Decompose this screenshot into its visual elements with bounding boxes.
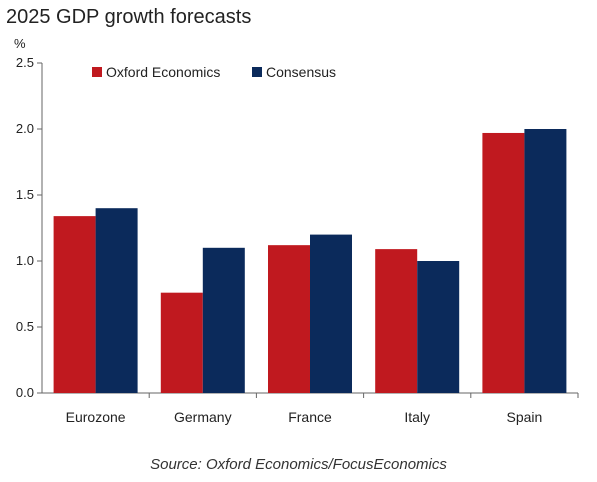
bar-consensus	[417, 261, 460, 393]
chart-title: 2025 GDP growth forecasts	[6, 6, 252, 28]
bar-oxford-economics	[53, 216, 96, 393]
bar-consensus	[524, 129, 567, 393]
bar-oxford-economics	[375, 249, 418, 393]
y-tick-label: 1.5	[16, 187, 34, 202]
x-category-label: Italy	[404, 409, 430, 425]
x-category-label: Eurozone	[66, 409, 126, 425]
bar-consensus	[95, 208, 138, 393]
legend-swatch	[252, 67, 262, 77]
y-tick-label: 0.5	[16, 319, 34, 334]
y-tick-label: 2.0	[16, 121, 34, 136]
y-tick-label: 1.0	[16, 253, 34, 268]
legend-label: Oxford Economics	[106, 64, 220, 80]
source-note: Source: Oxford Economics/FocusEconomics	[150, 456, 447, 473]
bar-oxford-economics	[160, 292, 203, 393]
y-axis-unit-label: %	[14, 36, 26, 51]
legend-label: Consensus	[266, 64, 336, 80]
bar-oxford-economics	[268, 245, 310, 393]
bar-oxford-economics	[482, 132, 525, 393]
y-tick-label: 2.5	[16, 55, 34, 70]
x-category-label: Spain	[506, 409, 542, 425]
bar-chart: 0.0 0.5 1.0 1.5 2.0 2.5 Eurozone Germany France I…	[16, 55, 579, 425]
bar-consensus	[202, 247, 245, 393]
bar-consensus	[310, 234, 352, 393]
legend-swatch	[92, 67, 102, 77]
y-tick-label: 0.0	[16, 385, 34, 400]
x-category-label: Germany	[174, 409, 232, 425]
x-category-label: France	[288, 409, 332, 425]
